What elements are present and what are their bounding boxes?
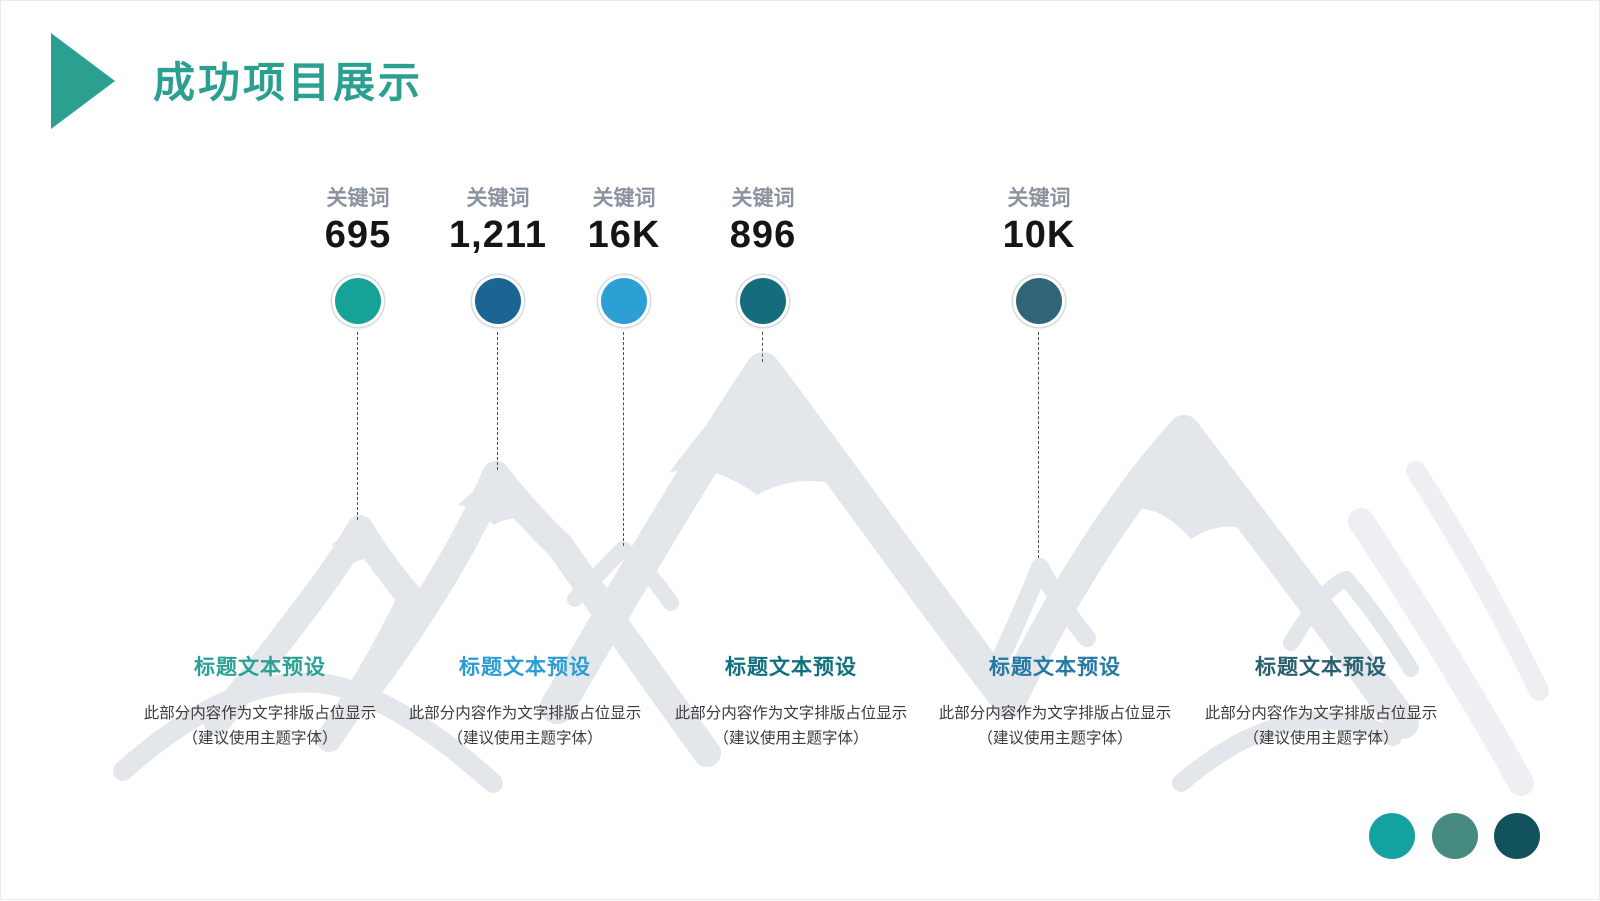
stat-item: 关键词 695: [268, 186, 448, 324]
stat-label: 关键词: [1007, 187, 1071, 210]
card-title: 标题文本预设: [1255, 656, 1387, 679]
card-desc-line1: 此部分内容作为文字排版占位显示: [938, 705, 1172, 722]
stat-marker-dot: [475, 278, 521, 324]
feature-card: 标题文本预设 此部分内容作为文字排版占位显示 （建议使用主题字体）: [641, 651, 941, 751]
dashed-connector: [1038, 332, 1039, 558]
card-desc-line2: （建议使用主题字体）: [182, 730, 338, 747]
footer-dot: [1494, 813, 1540, 859]
mountain-summit-fills: [331, 362, 1259, 563]
feature-card: 标题文本预设 此部分内容作为文字排版占位显示 （建议使用主题字体）: [905, 651, 1205, 751]
feature-card: 标题文本预设 此部分内容作为文字排版占位显示 （建议使用主题字体）: [375, 651, 675, 751]
dashed-connector: [497, 332, 498, 470]
card-desc-line1: 此部分内容作为文字排版占位显示: [408, 705, 642, 722]
stat-label: 关键词: [592, 187, 656, 210]
card-title: 标题文本预设: [194, 656, 326, 679]
stat-item: 关键词 1,211: [408, 186, 588, 324]
card-desc-line1: 此部分内容作为文字排版占位显示: [674, 705, 908, 722]
dashed-connector: [762, 332, 763, 362]
card-desc-line2: （建议使用主题字体）: [713, 730, 869, 747]
dashed-connector: [623, 332, 624, 546]
stat-item: 关键词 16K: [534, 186, 714, 324]
card-title: 标题文本预设: [989, 656, 1121, 679]
page-title: 成功项目展示: [153, 59, 424, 106]
stat-marker-dot: [335, 278, 381, 324]
stat-value: 695: [324, 214, 392, 256]
card-title: 标题文本预设: [459, 656, 591, 679]
stat-value: 10K: [1002, 214, 1076, 256]
stat-label: 关键词: [326, 187, 390, 210]
stat-value: 896: [729, 214, 797, 256]
feature-card: 标题文本预设 此部分内容作为文字排版占位显示 （建议使用主题字体）: [110, 651, 410, 751]
stat-item: 关键词 10K: [949, 186, 1129, 324]
card-title: 标题文本预设: [725, 656, 857, 679]
card-desc-line2: （建议使用主题字体）: [447, 730, 603, 747]
mountain-light-strokes: [1348, 461, 1549, 796]
footer-dot: [1369, 813, 1415, 859]
stat-marker-dot: [740, 278, 786, 324]
card-desc-line1: 此部分内容作为文字排版占位显示: [143, 705, 377, 722]
card-desc-line2: （建议使用主题字体）: [977, 730, 1133, 747]
stat-value: 16K: [587, 214, 661, 256]
stat-marker-dot: [1016, 278, 1062, 324]
stat-label: 关键词: [731, 187, 795, 210]
dashed-connector: [357, 332, 358, 520]
stat-marker-dot: [601, 278, 647, 324]
stat-value: 1,211: [449, 214, 547, 256]
stat-label: 关键词: [466, 187, 530, 210]
stat-item: 关键词 896: [673, 186, 853, 324]
feature-card: 标题文本预设 此部分内容作为文字排版占位显示 （建议使用主题字体）: [1171, 651, 1471, 751]
card-desc-line1: 此部分内容作为文字排版占位显示: [1204, 705, 1438, 722]
card-desc-line2: （建议使用主题字体）: [1243, 730, 1399, 747]
footer-dot: [1432, 813, 1478, 859]
